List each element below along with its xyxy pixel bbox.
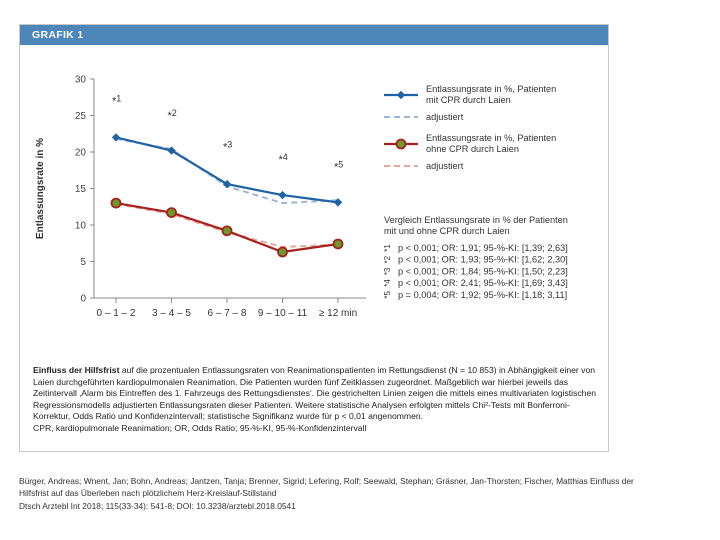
y-tick-label: 30 bbox=[75, 75, 87, 86]
stats-line: p < 0,001; OR: 2,41; 95-%-KI: [1,69; 3,4… bbox=[398, 278, 568, 288]
legend-label: Entlassungsrate in %, Patienten bbox=[426, 133, 556, 143]
stats-title: mit und ohne CPR durch Laien bbox=[384, 226, 510, 236]
citation-source: Dtsch Arztebl Int 2018; 115(33-34): 541-… bbox=[19, 500, 296, 511]
y-tick-label: 5 bbox=[80, 257, 86, 268]
data-point-blue bbox=[222, 179, 232, 189]
data-point-red bbox=[110, 197, 122, 209]
stats-line: p < 0,001; OR: 1,84; 95-%-KI: [1,50; 2,2… bbox=[398, 266, 568, 276]
data-point-red bbox=[221, 225, 233, 237]
caption-body: auf die prozentualen Entlassungsraten vo… bbox=[33, 365, 597, 421]
citation: Bürger, Andreas; Wnent, Jan; Bohn, Andre… bbox=[19, 475, 709, 512]
citation-authors: Bürger, Andreas; Wnent, Jan; Bohn, Andre… bbox=[19, 476, 634, 486]
data-point-blue bbox=[167, 146, 176, 155]
legend-label: adjustiert bbox=[426, 161, 464, 171]
figure-caption: Einfluss der Hilfsfrist auf die prozentu… bbox=[33, 365, 605, 434]
x-tick-label: 6 – 7 – 8 bbox=[208, 308, 247, 319]
stats-line: p = 0,004; OR: 1,92; 95-%-KI: [1,18; 3,1… bbox=[398, 290, 567, 300]
legend-label: Entlassungsrate in %, Patienten bbox=[426, 84, 556, 94]
data-point-red bbox=[332, 238, 344, 250]
x-tick-label: 0 – 1 – 2 bbox=[97, 308, 136, 319]
y-tick-label: 10 bbox=[75, 221, 87, 232]
annotation-label: *3 bbox=[223, 140, 232, 154]
data-point-red bbox=[166, 207, 177, 218]
figure-panel: GRAFIK 1 0 5 10 15 20 25 30 Entlassungsrate in … bbox=[19, 24, 609, 452]
annotation-label: *2 bbox=[168, 108, 177, 122]
x-tick-label: 3 – 4 – 5 bbox=[152, 308, 191, 319]
y-tick-label: 20 bbox=[75, 148, 87, 159]
legend-label: ohne CPR durch Laien bbox=[426, 144, 519, 154]
data-point-blue bbox=[111, 133, 121, 142]
annotation-label: *4 bbox=[279, 152, 288, 166]
annotation-label: *5 bbox=[334, 159, 343, 173]
caption-title: Einfluss der Hilfsfrist bbox=[33, 365, 120, 375]
legend-marker-diamond bbox=[396, 90, 406, 100]
y-tick-label: 15 bbox=[75, 184, 87, 195]
stats-marker: *5 bbox=[383, 290, 392, 298]
caption-abbreviations: CPR, kardiopulmonale Reanimation; OR, Od… bbox=[33, 422, 367, 433]
chart: 0 5 10 15 20 25 30 Entlassungsrate in % 0 – 1 – … bbox=[35, 75, 568, 320]
data-point-red bbox=[277, 246, 288, 258]
stats-title: Vergleich Entlassungsrate in % der Patie… bbox=[384, 215, 568, 225]
x-tick-label: 9 – 10 – 11 bbox=[258, 308, 308, 319]
stats-marker: *1 bbox=[383, 244, 392, 252]
stats-line: p < 0,001; OR: 1,93; 95-%-KI: [1,62; 2,3… bbox=[398, 255, 568, 265]
legend-label: mit CPR durch Laien bbox=[426, 95, 511, 105]
y-tick-label: 0 bbox=[80, 294, 86, 305]
legend-marker-circle bbox=[395, 138, 407, 150]
figure-header: GRAFIK 1 bbox=[20, 25, 608, 45]
data-point-blue bbox=[333, 198, 343, 207]
x-tick-label: ≥ 12 min bbox=[319, 308, 357, 319]
stats-marker: *2 bbox=[383, 255, 392, 263]
stats-line: p < 0,001; OR: 1,91; 95-%-KI: [1,39; 2,6… bbox=[398, 243, 568, 253]
legend-label: adjustiert bbox=[426, 112, 464, 122]
stats-marker: *3 bbox=[383, 267, 392, 275]
series-line-3 bbox=[115, 202, 339, 248]
citation-title: Hilfsfrist auf das Überleben nach plötzl… bbox=[19, 488, 277, 499]
annotation-label: *1 bbox=[112, 94, 121, 108]
stats-marker: *4 bbox=[383, 279, 392, 287]
y-axis-label: Entlassungsrate in % bbox=[35, 138, 46, 239]
data-point-blue bbox=[278, 190, 287, 200]
y-tick-label: 25 bbox=[75, 111, 87, 122]
